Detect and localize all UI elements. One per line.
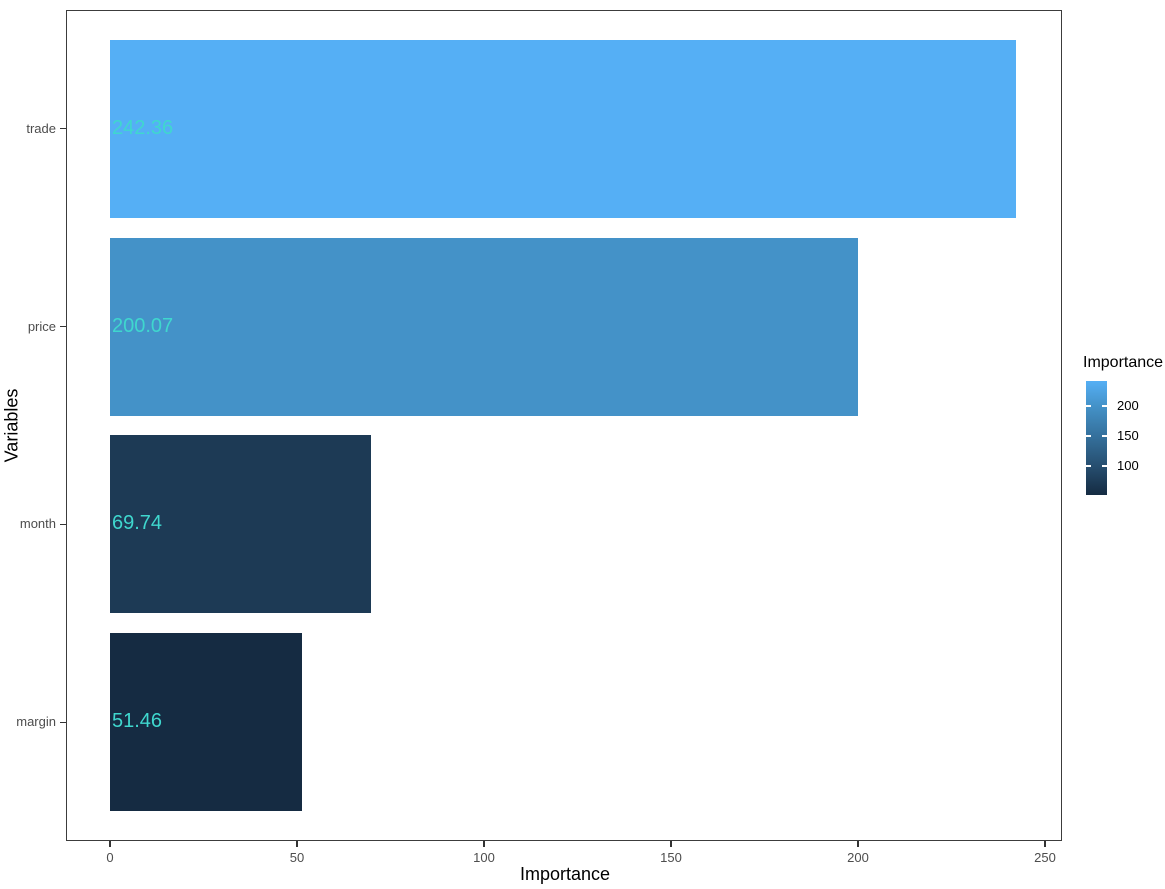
legend-tick-label: 200 (1117, 398, 1139, 414)
y-tick-label: price (27, 318, 56, 334)
x-tick-mark (483, 841, 485, 847)
x-tick-mark (1044, 841, 1046, 847)
x-tick-label: 50 (289, 850, 305, 865)
x-tick-label: 0 (106, 850, 114, 865)
y-tick-label: trade (26, 120, 56, 136)
legend-tick-mark (1102, 435, 1107, 438)
bar-value-label: 69.74 (112, 512, 163, 535)
x-tick-mark (857, 841, 859, 847)
x-tick-mark (109, 841, 111, 847)
legend-gradient-bar (1086, 381, 1107, 495)
x-tick-label: 200 (847, 850, 869, 865)
x-axis-title: Importance (520, 864, 611, 884)
bar (110, 237, 859, 416)
bar-value-label: 200.07 (112, 314, 174, 337)
legend-tick-mark (1086, 435, 1091, 438)
y-tick-label: margin (16, 714, 56, 730)
legend-tick-mark (1086, 405, 1091, 408)
x-tick-label: 100 (473, 850, 495, 865)
bar (110, 39, 1017, 218)
x-tick-label: 150 (660, 850, 682, 865)
legend-tick-mark (1086, 465, 1091, 467)
bar (110, 633, 303, 812)
x-tick-mark (670, 841, 672, 847)
y-axis-title: Variables (1, 388, 22, 462)
y-tick-mark (60, 325, 66, 328)
legend-tick-label: 100 (1117, 458, 1139, 473)
bar-value-label: 242.36 (112, 116, 174, 139)
bar-value-label: 51.46 (112, 710, 163, 733)
legend-title: Importance (1083, 354, 1164, 371)
x-tick-mark (296, 841, 298, 847)
legend-tick-mark (1102, 405, 1107, 408)
y-tick-mark (60, 721, 66, 724)
y-tick-label: month (19, 516, 56, 532)
x-tick-label: 250 (1034, 850, 1056, 865)
bar (110, 435, 371, 614)
y-tick-mark (60, 127, 66, 130)
legend-tick-label: 150 (1117, 428, 1139, 444)
legend-tick-mark (1102, 465, 1107, 467)
y-tick-mark (60, 523, 66, 526)
